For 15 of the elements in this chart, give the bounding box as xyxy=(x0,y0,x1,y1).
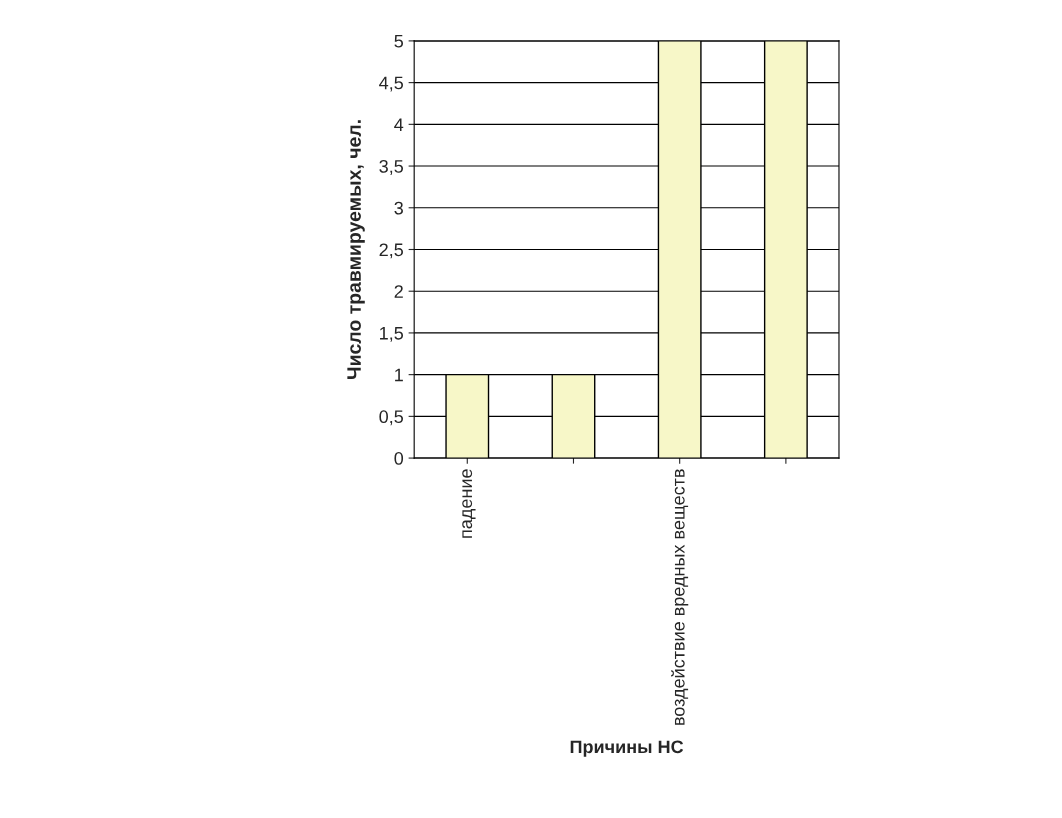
y-axis-title: Число травмируемых, чел. xyxy=(347,120,365,380)
y-tick-label: 1,5 xyxy=(380,327,404,342)
x-tick-label: падение xyxy=(462,469,476,538)
y-tick-label: 5 xyxy=(394,35,404,48)
y-tick-label: 4 xyxy=(394,118,404,131)
y-tick-label: 2 xyxy=(394,285,403,298)
y-tick-label: 4,5 xyxy=(379,76,404,92)
y-tick-label: 0,5 xyxy=(379,410,404,426)
x-axis-title: Причины НС xyxy=(570,740,684,757)
y-tick-label: 0 xyxy=(394,452,404,465)
y-tick-label: 3,5 xyxy=(379,159,404,175)
y-tick-label: 2,5 xyxy=(379,243,404,259)
y-tick-label: 3 xyxy=(394,201,403,215)
y-tick-label: 1 xyxy=(395,368,403,382)
x-tick-label: воздействие вредных веществ xyxy=(671,469,689,725)
